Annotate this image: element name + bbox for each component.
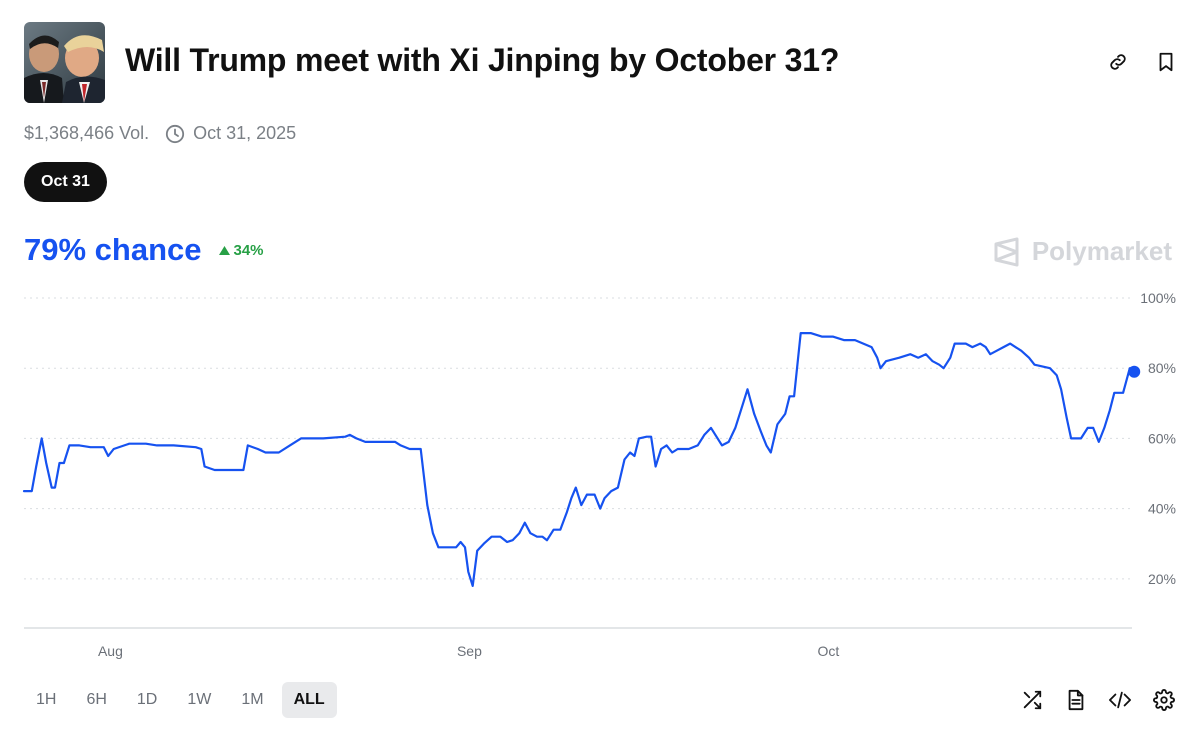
polymarket-watermark: Polymarket bbox=[992, 236, 1172, 267]
x-tick-label: Oct bbox=[818, 643, 840, 659]
change-value: 34% bbox=[233, 241, 264, 259]
brand-name: Polymarket bbox=[1031, 236, 1172, 266]
time-range-1d-button[interactable]: 1D bbox=[136, 691, 158, 708]
time-range-selector: 1H 6H 1D 1W 1M ALL bbox=[24, 682, 337, 718]
y-tick-label: 20% bbox=[1148, 571, 1176, 587]
market-meta: $1,368,466 Vol. Oct 31, 2025 bbox=[24, 123, 296, 144]
settings-button[interactable] bbox=[1152, 688, 1176, 712]
bookmark-button[interactable] bbox=[1154, 50, 1178, 74]
thumbnail-photo bbox=[24, 22, 105, 103]
current-value-dot bbox=[1128, 365, 1141, 378]
document-icon bbox=[1068, 689, 1084, 711]
triangle-up-icon bbox=[218, 245, 230, 255]
bookmark-icon bbox=[1159, 52, 1173, 72]
y-tick-label: 40% bbox=[1148, 501, 1176, 517]
time-range-6h-button[interactable]: 6H bbox=[86, 691, 107, 708]
code-icon bbox=[1108, 691, 1131, 709]
shuffle-button[interactable] bbox=[1020, 688, 1044, 712]
copy-link-button[interactable] bbox=[1106, 50, 1130, 74]
market-header: Will Trump meet with Xi Jinping by Octob… bbox=[24, 22, 1184, 103]
time-range-all-button[interactable]: ALL bbox=[281, 682, 337, 718]
time-range-1h-button[interactable]: 1H bbox=[36, 691, 57, 708]
embed-code-button[interactable] bbox=[1108, 688, 1132, 712]
time-range-1m-button[interactable]: 1M bbox=[241, 691, 264, 708]
chart-gridlines bbox=[24, 297, 1132, 580]
x-tick-label: Sep bbox=[457, 643, 482, 659]
series-line bbox=[22, 332, 1136, 587]
time-range-1w-button[interactable]: 1W bbox=[187, 691, 212, 708]
y-axis-ticks: 20% 40% 60% 80% 100% bbox=[1140, 290, 1176, 587]
rules-document-button[interactable] bbox=[1064, 688, 1088, 712]
polymarket-logo-icon bbox=[994, 237, 1019, 266]
link-icon bbox=[1110, 54, 1126, 70]
probability-chart[interactable]: 20% 40% 60% 80% 100% Aug Sep Oct bbox=[0, 290, 1200, 670]
chart-tools bbox=[1020, 688, 1176, 712]
probability-row: 79% chance 34% bbox=[24, 232, 264, 268]
y-tick-label: 100% bbox=[1140, 290, 1176, 306]
gear-icon bbox=[1153, 689, 1175, 711]
market-title: Will Trump meet with Xi Jinping by Octob… bbox=[125, 42, 840, 78]
y-tick-label: 60% bbox=[1148, 430, 1176, 446]
shuffle-icon bbox=[1023, 690, 1042, 710]
y-tick-label: 80% bbox=[1148, 360, 1176, 376]
x-tick-label: Aug bbox=[98, 643, 123, 659]
probability-chance: 79% chance bbox=[24, 232, 202, 267]
x-axis-ticks: Aug Sep Oct bbox=[98, 643, 839, 659]
probability-change: 34% bbox=[218, 241, 264, 259]
volume-text: $1,368,466 Vol. bbox=[24, 123, 150, 143]
market-thumbnail-image bbox=[24, 22, 105, 103]
end-date-text: Oct 31, 2025 bbox=[193, 123, 297, 143]
header-actions bbox=[1106, 50, 1178, 74]
outcome-date-pill[interactable]: Oct 31 bbox=[24, 162, 107, 202]
clock-icon bbox=[165, 124, 185, 144]
